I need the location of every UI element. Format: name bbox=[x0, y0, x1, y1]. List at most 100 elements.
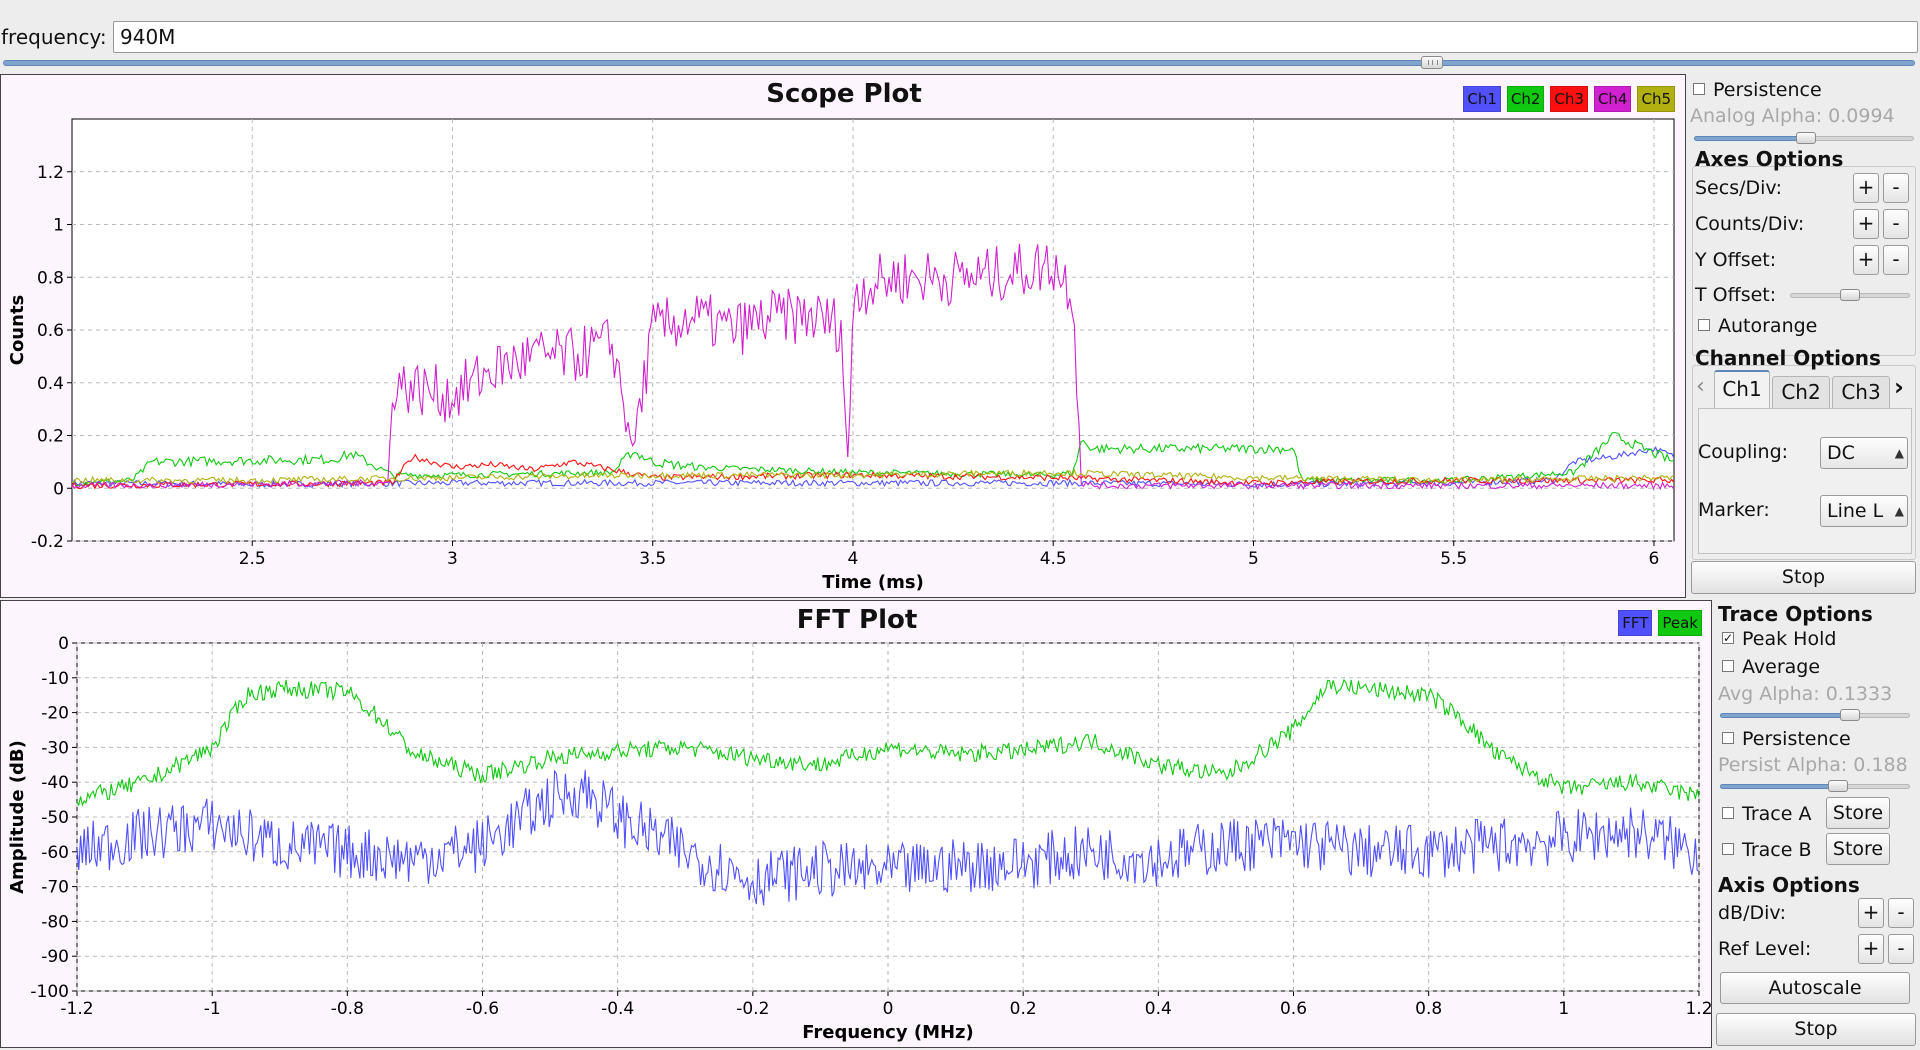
x-tick-label: 3 bbox=[447, 549, 458, 569]
trace-b-check-box[interactable] bbox=[1722, 842, 1734, 855]
axes-options-group bbox=[1692, 166, 1916, 356]
persistence-check-box[interactable] bbox=[1693, 82, 1705, 95]
fft-chart[interactable]: -1.2 -1 -0.8 -0.6 -0.4 -0.2 0 0.2 0.4 0.6 0.8 1 1.2 0… bbox=[1, 601, 1713, 1049]
y-tick-label: -70 bbox=[41, 878, 69, 898]
persist-alpha-label: Persist Alpha: 0.188 bbox=[1718, 754, 1908, 776]
peak-hold-checkbox[interactable]: ✓ Peak Hold bbox=[1722, 628, 1836, 650]
db-div-plus-button[interactable]: + bbox=[1858, 898, 1884, 928]
y-axis-label: Counts bbox=[7, 295, 28, 366]
x-tick-label: -0.4 bbox=[601, 999, 634, 1019]
y-tick-label: -50 bbox=[41, 808, 69, 828]
y-tick-label: -20 bbox=[41, 704, 69, 724]
channel-options-title: Channel Options bbox=[1695, 346, 1881, 370]
y-tick-label: 1.2 bbox=[37, 163, 64, 183]
scope-legend-ch1[interactable]: Ch1 bbox=[1463, 86, 1501, 112]
scope-legend-ch2[interactable]: Ch2 bbox=[1506, 86, 1545, 112]
y-tick-label: 0 bbox=[53, 479, 64, 499]
scope-legend-ch5[interactable]: Ch5 bbox=[1637, 86, 1675, 112]
y-offset-plus-button[interactable]: + bbox=[1853, 245, 1879, 275]
x-tick-label: 3.5 bbox=[639, 549, 666, 569]
secs-div-plus-button[interactable]: + bbox=[1853, 173, 1879, 203]
t-offset-label: T Offset: bbox=[1695, 284, 1777, 306]
persist-alpha-slider-handle[interactable] bbox=[1828, 780, 1848, 792]
series-ch3-line bbox=[72, 453, 1674, 490]
analog-alpha-label: Analog Alpha: 0.0994 bbox=[1690, 105, 1895, 127]
tab-scroll-right-button[interactable]: › bbox=[1894, 373, 1904, 401]
secs-div-label: Secs/Div: bbox=[1695, 177, 1783, 199]
autoscale-button[interactable]: Autoscale bbox=[1720, 972, 1910, 1004]
fft-legend: FFT Peak bbox=[1618, 610, 1702, 636]
scope-controls: Persistence Analog Alpha: 0.0994 Axes Op… bbox=[1688, 74, 1920, 598]
frequency-bar: frequency: bbox=[0, 0, 1920, 60]
frequency-input[interactable] bbox=[113, 21, 1918, 53]
y-tick-label: 0 bbox=[58, 634, 69, 654]
trace-options-title: Trace Options bbox=[1718, 602, 1873, 626]
fft-legend-fft[interactable]: FFT bbox=[1618, 610, 1653, 636]
series-ch5-line bbox=[72, 468, 1674, 485]
scope-stop-button[interactable]: Stop bbox=[1691, 561, 1916, 594]
secs-div-minus-button[interactable]: - bbox=[1883, 173, 1909, 203]
trace-a-store-button[interactable]: Store bbox=[1826, 797, 1890, 829]
x-tick-label: -1.2 bbox=[60, 999, 93, 1019]
y-tick-label: 0.4 bbox=[37, 374, 64, 394]
x-tick-label: 0.4 bbox=[1145, 999, 1172, 1019]
y-offset-minus-button[interactable]: - bbox=[1883, 245, 1909, 275]
y-tick-label: -90 bbox=[41, 947, 69, 967]
counts-div-minus-button[interactable]: - bbox=[1883, 209, 1909, 239]
tab-scroll-left-button[interactable]: ‹ bbox=[1696, 374, 1705, 399]
t-offset-slider-handle[interactable] bbox=[1840, 289, 1860, 301]
y-tick-label: -40 bbox=[41, 773, 69, 793]
tab-ch1[interactable]: Ch1 bbox=[1714, 370, 1770, 408]
y-tick-label: -80 bbox=[41, 912, 69, 932]
db-div-minus-button[interactable]: - bbox=[1888, 898, 1914, 928]
db-div-label: dB/Div: bbox=[1718, 902, 1787, 924]
series-peak-line bbox=[77, 678, 1699, 807]
trace-b-store-button[interactable]: Store bbox=[1826, 833, 1890, 865]
scope-legend-ch4[interactable]: Ch4 bbox=[1593, 86, 1632, 112]
marker-select[interactable]: Line L ▲▼ bbox=[1820, 495, 1908, 527]
channel-options-group bbox=[1692, 365, 1916, 560]
trace-a-checkbox[interactable]: Trace A bbox=[1722, 803, 1811, 825]
scope-legend-ch3[interactable]: Ch3 bbox=[1550, 86, 1588, 112]
series-fft-line bbox=[77, 769, 1699, 906]
autorange-checkbox[interactable]: Autorange bbox=[1698, 315, 1817, 337]
tab-ch2[interactable]: Ch2 bbox=[1772, 376, 1830, 408]
persist-alpha-slider-fill bbox=[1720, 784, 1838, 789]
trace-b-checkbox[interactable]: Trace B bbox=[1722, 839, 1811, 861]
average-checkbox[interactable]: Average bbox=[1722, 656, 1820, 678]
coupling-select[interactable]: DC ▲▼ bbox=[1820, 437, 1908, 469]
marker-label: Marker: bbox=[1698, 499, 1770, 521]
x-tick-label: 5.5 bbox=[1440, 549, 1467, 569]
average-check-box[interactable] bbox=[1722, 659, 1734, 672]
fft-stop-button[interactable]: Stop bbox=[1716, 1013, 1916, 1046]
y-offset-label: Y Offset: bbox=[1695, 249, 1777, 271]
fft-legend-peak[interactable]: Peak bbox=[1658, 610, 1702, 636]
avg-alpha-slider-handle[interactable] bbox=[1840, 709, 1860, 721]
scope-plot-panel: Scope Plot Ch1 Ch2 Ch3 Ch4 Ch5 2.5 3 3.5 4 4.5 5 5… bbox=[0, 74, 1686, 598]
chevron-updown-icon: ▲▼ bbox=[1894, 446, 1904, 460]
y-tick-label: -100 bbox=[30, 982, 69, 1002]
check-icon[interactable]: ✓ bbox=[1722, 630, 1734, 645]
ref-level-plus-button[interactable]: + bbox=[1858, 934, 1884, 964]
trace-a-check-box[interactable] bbox=[1722, 806, 1734, 819]
analog-alpha-slider-fill bbox=[1694, 136, 1806, 141]
persistence-checkbox[interactable]: Persistence bbox=[1693, 79, 1822, 101]
counts-div-label: Counts/Div: bbox=[1695, 213, 1805, 235]
x-tick-label: 5 bbox=[1248, 549, 1259, 569]
x-tick-label: 2.5 bbox=[239, 549, 266, 569]
analog-alpha-slider-handle[interactable] bbox=[1796, 132, 1816, 144]
x-tick-label: 4.5 bbox=[1040, 549, 1067, 569]
avg-alpha-slider-fill bbox=[1720, 713, 1850, 718]
tab-ch3[interactable]: Ch3 bbox=[1832, 376, 1890, 408]
frequency-slider-handle[interactable] bbox=[1421, 56, 1443, 69]
y-tick-label: 1 bbox=[53, 216, 64, 236]
ref-level-minus-button[interactable]: - bbox=[1888, 934, 1914, 964]
fft-persistence-checkbox[interactable]: Persistence bbox=[1722, 728, 1851, 750]
counts-div-plus-button[interactable]: + bbox=[1853, 209, 1879, 239]
fft-persistence-check-box[interactable] bbox=[1722, 731, 1734, 744]
scope-chart[interactable]: 2.5 3 3.5 4 4.5 5 5.5 6 -0.2 0 0.2 0.4 0.6 0.8 1 1.2 Tim… bbox=[1, 75, 1687, 599]
frequency-slider[interactable] bbox=[3, 60, 1915, 66]
x-tick-label: 1 bbox=[1558, 999, 1569, 1019]
autorange-check-box[interactable] bbox=[1698, 318, 1710, 331]
y-axis-label: Amplitude (dB) bbox=[7, 740, 28, 894]
